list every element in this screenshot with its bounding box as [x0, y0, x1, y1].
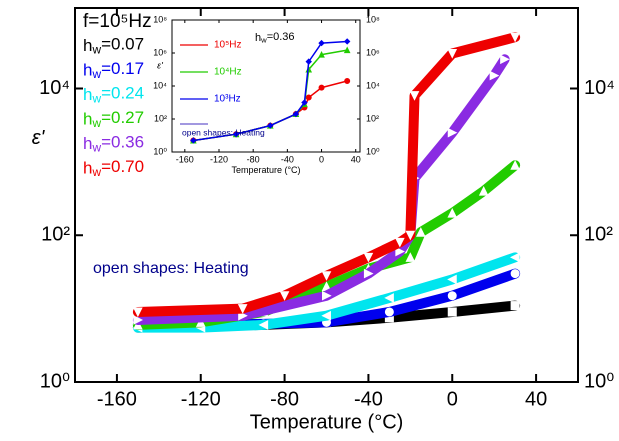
x-tick-label: -80	[247, 154, 260, 164]
y-axis-label: ε'	[157, 61, 163, 71]
inset-title: hw=0.36	[255, 31, 295, 44]
y-tick-label-right: 10⁶	[366, 47, 380, 57]
marker	[447, 274, 457, 285]
heating-note: open shapes: Heating	[93, 260, 249, 277]
x-tick-label: 0	[319, 154, 324, 164]
marker	[318, 84, 325, 91]
marker	[279, 291, 290, 301]
plot-frame	[74, 7, 579, 383]
legend-entry: hw=0.24	[83, 84, 144, 106]
y-tick-label: 10²	[154, 113, 167, 123]
marker	[447, 48, 458, 59]
y-tick-label: 10⁰	[40, 370, 70, 392]
marker	[510, 160, 520, 170]
marker	[301, 99, 308, 106]
y-tick-label: 10⁸	[153, 14, 167, 24]
heating-note: open shapes: Heating	[182, 127, 265, 137]
legend-entry: 10⁴Hz	[214, 67, 242, 78]
x-tick-label: 0	[447, 388, 458, 410]
marker	[321, 271, 332, 281]
y-tick-label-right: 10⁰	[366, 146, 380, 156]
marker	[292, 110, 300, 118]
legend-entry: hw=0.36	[83, 133, 144, 155]
frequency-label: f=10⁵Hz	[83, 11, 152, 32]
marker	[478, 185, 489, 196]
marker	[318, 39, 325, 47]
marker	[343, 46, 351, 54]
y-tick-label-right: 10⁸	[366, 14, 380, 24]
marker	[384, 307, 394, 317]
marker	[405, 230, 416, 241]
marker	[447, 307, 457, 317]
y-tick-label-right: 10⁰	[584, 370, 614, 392]
x-tick-label: -120	[181, 388, 221, 410]
marker	[305, 58, 312, 65]
y-tick-label-right: 10⁴	[366, 80, 380, 90]
marker	[363, 252, 374, 263]
x-tick-label: -160	[176, 154, 194, 164]
marker	[258, 320, 269, 330]
marker	[318, 50, 325, 58]
y-tick-label: 10⁰	[153, 146, 167, 156]
legend-entry: hw=0.70	[83, 157, 144, 179]
y-axis-label: ε'	[32, 127, 46, 149]
marker	[343, 38, 351, 45]
marker	[133, 315, 143, 325]
marker	[321, 310, 331, 321]
marker	[510, 301, 520, 311]
marker	[237, 304, 248, 314]
series-line	[192, 40, 348, 142]
y-tick-label: 10⁴	[39, 77, 70, 99]
marker	[322, 290, 332, 301]
y-tick-label-right: 10²	[584, 224, 613, 246]
y-tick-label-right: 10²	[366, 113, 379, 123]
y-tick-label: 10⁶	[153, 47, 167, 57]
marker	[384, 293, 394, 303]
marker	[447, 291, 457, 301]
x-tick-label: 40	[351, 154, 361, 164]
marker	[416, 227, 426, 237]
marker	[489, 70, 500, 81]
marker	[500, 54, 510, 65]
legend-entry: hw=0.17	[83, 59, 144, 81]
x-tick-label: -40	[354, 388, 383, 410]
marker	[510, 32, 520, 43]
x-axis-label: Temperature (°C)	[231, 165, 300, 175]
marker	[190, 137, 197, 144]
x-tick-label: -80	[270, 388, 299, 410]
marker	[409, 91, 420, 101]
x-axis-label: Temperature (°C)	[250, 411, 404, 433]
legend-entry: hw=0.27	[83, 108, 144, 130]
marker	[305, 94, 312, 101]
marker	[510, 252, 520, 263]
series-line	[132, 32, 521, 317]
marker	[395, 237, 405, 248]
marker	[395, 246, 405, 257]
marker	[232, 130, 240, 138]
marker	[133, 307, 143, 318]
marker	[510, 269, 520, 279]
legend-entry: 10³Hz	[214, 94, 241, 105]
marker	[447, 208, 458, 218]
legend-entry: hw=0.07	[83, 35, 144, 57]
marker	[344, 78, 351, 85]
x-tick-label: -120	[210, 154, 228, 164]
marker	[267, 122, 274, 129]
x-tick-label: -40	[281, 154, 294, 164]
series-line	[132, 160, 521, 330]
marker	[405, 252, 416, 262]
y-tick-label: 10²	[41, 224, 70, 246]
marker	[447, 127, 458, 138]
legend-entry: 10⁵Hz	[214, 40, 242, 51]
x-tick-label: 40	[525, 388, 547, 410]
y-tick-label: 10⁴	[153, 80, 167, 90]
marker	[363, 268, 374, 279]
y-tick-label-right: 10⁴	[584, 77, 615, 99]
x-tick-label: -160	[97, 388, 137, 410]
